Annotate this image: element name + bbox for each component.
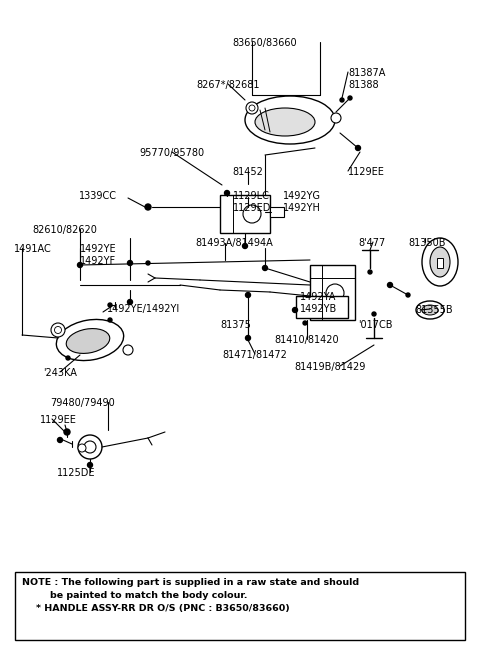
Text: '243KA: '243KA	[43, 368, 77, 378]
Text: 8267*/82681: 8267*/82681	[196, 80, 260, 90]
Circle shape	[64, 429, 70, 435]
Circle shape	[128, 300, 132, 304]
Text: 1129ED: 1129ED	[233, 203, 271, 213]
Text: 1492YF: 1492YF	[80, 256, 116, 266]
Text: 81452: 81452	[233, 167, 264, 177]
Circle shape	[108, 318, 112, 322]
Circle shape	[245, 292, 251, 298]
Text: 81493A/81494A: 81493A/81494A	[195, 238, 273, 248]
Circle shape	[242, 244, 248, 248]
Circle shape	[387, 283, 393, 288]
Text: 1492YA: 1492YA	[300, 292, 336, 302]
Circle shape	[340, 98, 344, 102]
Bar	[15, 572, 465, 640]
Circle shape	[55, 327, 61, 334]
Circle shape	[331, 113, 341, 123]
Circle shape	[308, 298, 312, 302]
Ellipse shape	[255, 108, 315, 136]
Circle shape	[372, 312, 376, 316]
Circle shape	[292, 307, 298, 313]
Text: 1339CC: 1339CC	[79, 191, 117, 201]
Circle shape	[225, 191, 229, 196]
Text: 81471/81472: 81471/81472	[223, 350, 288, 360]
Text: 1129EE: 1129EE	[348, 167, 385, 177]
Ellipse shape	[422, 238, 458, 286]
Text: 1491AC: 1491AC	[14, 244, 52, 254]
Circle shape	[78, 444, 86, 452]
Circle shape	[108, 303, 112, 307]
Text: 1129EE: 1129EE	[40, 415, 77, 425]
Circle shape	[246, 102, 258, 114]
Circle shape	[123, 345, 133, 355]
Circle shape	[145, 204, 151, 210]
Bar	[296, 296, 348, 318]
Text: 1492YH: 1492YH	[283, 203, 321, 213]
Text: 81410/81420: 81410/81420	[275, 335, 339, 345]
Circle shape	[356, 145, 360, 150]
Circle shape	[78, 435, 102, 459]
Ellipse shape	[245, 96, 335, 144]
Circle shape	[348, 96, 352, 100]
Circle shape	[77, 263, 83, 267]
Text: 81419B/81429: 81419B/81429	[294, 362, 366, 372]
Bar	[270, 207, 284, 217]
Bar	[310, 265, 355, 320]
Text: 8'477: 8'477	[358, 238, 385, 248]
Circle shape	[249, 105, 255, 111]
Circle shape	[263, 265, 267, 271]
Text: 1125DE: 1125DE	[57, 468, 95, 478]
Circle shape	[66, 356, 70, 360]
Bar	[437, 258, 443, 268]
Text: 81375: 81375	[221, 320, 252, 330]
Text: 81350B: 81350B	[408, 238, 445, 248]
Text: * HANDLE ASSY-RR DR O/S (PNC : B3650/83660): * HANDLE ASSY-RR DR O/S (PNC : B3650/836…	[36, 604, 290, 613]
Circle shape	[245, 336, 251, 340]
Text: NOTE : The following part is supplied in a raw state and should: NOTE : The following part is supplied in…	[22, 578, 359, 587]
Ellipse shape	[422, 305, 438, 315]
Circle shape	[146, 261, 150, 265]
Circle shape	[303, 321, 307, 325]
Ellipse shape	[416, 301, 444, 319]
Ellipse shape	[66, 328, 110, 353]
Text: 1492YG: 1492YG	[283, 191, 321, 201]
Circle shape	[406, 293, 410, 297]
Text: 79480/79490: 79480/79490	[50, 398, 115, 408]
Bar	[220, 195, 270, 233]
Text: 1129LC: 1129LC	[233, 191, 270, 201]
Circle shape	[84, 441, 96, 453]
Text: 82610/82620: 82610/82620	[33, 225, 97, 235]
Text: 1492YE/1492YI: 1492YE/1492YI	[107, 304, 180, 314]
Ellipse shape	[56, 319, 124, 361]
Text: 95770/95780: 95770/95780	[139, 148, 204, 158]
Text: 81388: 81388	[348, 80, 379, 90]
Circle shape	[51, 323, 65, 337]
Text: 1492YB: 1492YB	[300, 304, 337, 314]
Circle shape	[368, 270, 372, 274]
Text: be painted to match the body colour.: be painted to match the body colour.	[50, 591, 248, 600]
Circle shape	[87, 463, 93, 468]
Ellipse shape	[430, 247, 450, 277]
Text: 81355B: 81355B	[415, 305, 453, 315]
Circle shape	[58, 438, 62, 443]
Text: '017CB: '017CB	[358, 320, 393, 330]
Circle shape	[128, 260, 132, 265]
Text: 1492YE: 1492YE	[80, 244, 117, 254]
Circle shape	[326, 284, 344, 302]
Circle shape	[243, 205, 261, 223]
Text: 83650/83660: 83650/83660	[233, 38, 297, 48]
Text: 81387A: 81387A	[348, 68, 385, 78]
